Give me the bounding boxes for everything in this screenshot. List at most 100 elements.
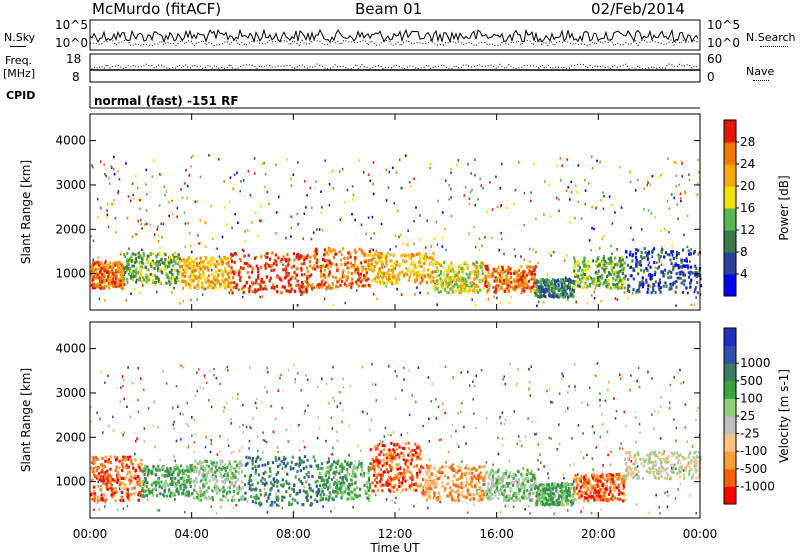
echo-cell <box>441 281 444 285</box>
echo-cell <box>222 270 226 274</box>
echo-cell <box>117 279 120 283</box>
scatter-cell <box>348 424 350 428</box>
echo-cell <box>186 465 189 468</box>
echo-cell <box>162 493 165 497</box>
scatter-cell <box>528 368 530 371</box>
scatter-cell <box>230 418 232 421</box>
echo-cell <box>350 461 353 465</box>
echo-cell <box>312 455 315 459</box>
echo-cell <box>413 263 417 267</box>
echo-cell <box>449 287 452 291</box>
echo-cell <box>315 464 318 468</box>
echo-cell <box>290 460 293 464</box>
echo-cell <box>320 466 323 470</box>
echo-cell <box>332 498 335 502</box>
echo-cell <box>103 285 106 289</box>
echo-cell <box>535 279 538 283</box>
scatter-cell <box>546 273 548 277</box>
echo-cell <box>122 282 125 286</box>
echo-cell <box>121 469 124 472</box>
echo-cell <box>416 474 419 477</box>
echo-cell <box>136 482 139 486</box>
echo-cell <box>290 277 293 281</box>
echo-cell <box>237 478 240 482</box>
scatter-cell <box>196 371 198 374</box>
echo-cell <box>654 280 657 284</box>
echo-cell <box>221 277 224 281</box>
scatter-cell <box>122 385 124 388</box>
scatter-cell <box>609 463 612 466</box>
echo-cell <box>306 269 309 273</box>
echo-cell <box>641 285 644 289</box>
scatter-cell <box>619 373 621 376</box>
scatter-cell <box>643 187 646 190</box>
echo-cell <box>408 470 411 474</box>
echo-cell <box>269 470 272 473</box>
echo-cell <box>179 487 182 491</box>
echo-cell <box>433 284 436 287</box>
echo-cell <box>586 267 590 271</box>
echo-cell <box>363 254 366 257</box>
echo-cell <box>139 278 142 282</box>
echo-cell <box>275 458 278 462</box>
echo-cell <box>254 468 258 472</box>
echo-cell <box>167 260 170 264</box>
scatter-cell <box>675 185 678 188</box>
echo-cell <box>661 248 664 251</box>
echo-cell <box>177 262 180 266</box>
echo-cell <box>238 466 241 470</box>
echo-cell <box>512 287 515 291</box>
echo-cell <box>543 279 546 283</box>
echo-cell <box>384 461 387 465</box>
scatter-cell <box>145 168 147 172</box>
scatter-cell <box>569 198 571 201</box>
scatter-cell <box>112 429 115 432</box>
echo-cell <box>267 496 270 500</box>
echo-cell <box>187 466 190 470</box>
echo-cell <box>199 256 202 260</box>
scatter-cell <box>537 459 539 462</box>
echo-cell <box>333 470 336 474</box>
echo-cell <box>555 280 558 284</box>
echo-cell <box>367 471 370 475</box>
echo-cell <box>206 265 209 269</box>
echo-cell <box>298 257 301 261</box>
echo-cell <box>303 476 306 479</box>
scatter-cell <box>595 512 598 516</box>
scatter-cell <box>321 228 324 232</box>
scatter-cell <box>346 188 349 192</box>
scatter-cell <box>499 301 502 304</box>
scatter-cell <box>227 472 229 475</box>
echo-cell <box>350 265 353 269</box>
scatter-cell <box>602 191 604 194</box>
scatter-cell <box>473 225 475 229</box>
echo-cell <box>664 268 667 272</box>
scatter-cell <box>514 254 517 258</box>
echo-cell <box>335 470 338 474</box>
scatter-cell <box>99 160 102 163</box>
echo-cell <box>281 285 284 289</box>
scatter-cell <box>392 431 395 434</box>
echo-cell <box>104 455 107 459</box>
echo-cell <box>628 284 631 288</box>
echo-cell <box>381 260 385 263</box>
scatter-cell <box>431 382 434 386</box>
echo-cell <box>315 484 318 488</box>
echo-cell <box>200 492 203 495</box>
echo-cell <box>146 481 149 484</box>
echo-cell <box>228 460 231 463</box>
scatter-cell <box>216 247 218 250</box>
echo-cell <box>390 460 394 464</box>
echo-cell <box>204 496 207 500</box>
echo-cell <box>195 477 198 481</box>
echo-cell <box>146 257 149 261</box>
echo-cell <box>682 279 685 283</box>
echo-cell <box>365 481 368 485</box>
echo-cell <box>363 260 366 264</box>
echo-cell <box>327 498 330 502</box>
echo-cell <box>238 461 242 465</box>
echo-cell <box>193 269 196 273</box>
echo-cell <box>202 484 205 488</box>
echo-cell <box>99 286 102 290</box>
scatter-cell <box>411 449 414 452</box>
